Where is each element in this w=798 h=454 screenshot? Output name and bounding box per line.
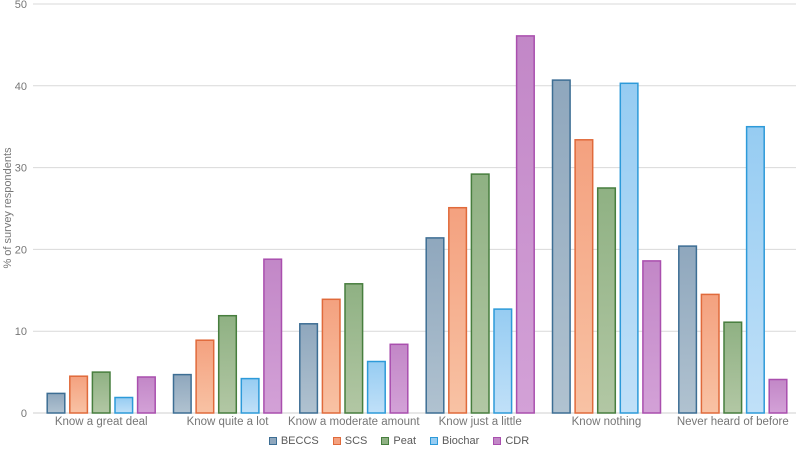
legend-item-peat: Peat <box>381 435 416 447</box>
x-category-label-know-nothing: Know nothing <box>572 416 642 428</box>
gridlines <box>33 3 796 414</box>
bar-biochar-know-quite-a-lot <box>240 377 260 414</box>
bar-cdr-know-a-moderate-amount <box>389 343 409 414</box>
bar-cdr-know-a-great-deal <box>136 376 156 414</box>
bar-scs-never-heard-of-before <box>700 293 720 414</box>
bar-biochar-never-heard-of-before <box>745 125 765 414</box>
bar-biochar-know-just-a-little <box>493 308 513 414</box>
chart-legend: BECCS SCS Peat Biochar CDR <box>0 435 798 447</box>
bar-beccs-know-just-a-little <box>425 237 445 414</box>
x-axis-category-labels: Know a great deal Know quite a lot Know a … <box>55 416 789 428</box>
bar-peat-never-heard-of-before <box>723 321 743 414</box>
legend-item-scs: SCS <box>332 435 368 447</box>
legend-swatch-biochar <box>430 437 439 445</box>
bar-biochar-know-a-great-deal <box>114 396 134 414</box>
bar-peat-know-a-moderate-amount <box>344 283 364 414</box>
y-axis-title: % of survey respondents <box>2 147 14 269</box>
y-tick-label-50: 50 <box>15 0 27 11</box>
legend-swatch-beccs <box>268 437 277 445</box>
bar-peat-know-quite-a-lot <box>217 314 238 414</box>
legend-swatch-peat <box>381 437 390 445</box>
y-tick-label-0: 0 <box>21 408 27 420</box>
x-category-label-know-just-a-little: Know just a little <box>439 416 522 428</box>
bar-peat-know-nothing <box>596 187 617 414</box>
bar-beccs-never-heard-of-before <box>678 245 698 414</box>
bar-peat-know-a-great-deal <box>91 371 111 414</box>
bar-peat-know-just-a-little <box>470 173 490 414</box>
bar-biochar-know-nothing <box>619 82 639 414</box>
bar-cdr-know-quite-a-lot <box>263 258 283 414</box>
bars <box>46 35 788 414</box>
bar-scs-know-a-moderate-amount <box>321 298 341 414</box>
bar-beccs-know-nothing <box>551 79 571 414</box>
legend-item-cdr: CDR <box>493 435 529 447</box>
legend-swatch-scs <box>332 437 341 445</box>
bar-cdr-know-nothing <box>642 260 662 414</box>
bar-beccs-know-quite-a-lot <box>172 373 192 414</box>
bar-scs-know-just-a-little <box>448 206 468 414</box>
legend-item-beccs: BECCS <box>268 435 319 447</box>
y-tick-label-40: 40 <box>15 81 27 93</box>
bar-cdr-never-heard-of-before <box>768 378 788 414</box>
y-tick-label-20: 20 <box>15 244 27 256</box>
bar-scs-know-a-great-deal <box>69 375 89 414</box>
x-category-label-never-heard-of-before: Never heard of before <box>677 416 789 428</box>
legend-label-scs: SCS <box>344 435 368 447</box>
legend-label-beccs: BECCS <box>280 435 319 447</box>
legend-swatch-cdr <box>493 437 502 445</box>
bar-scs-know-nothing <box>574 139 594 414</box>
legend-label-cdr: CDR <box>505 435 530 447</box>
x-category-label-know-quite-a-lot: Know quite a lot <box>187 416 270 428</box>
bar-biochar-know-a-moderate-amount <box>366 360 386 414</box>
x-category-label-know-a-moderate-amount: Know a moderate amount <box>288 416 420 428</box>
y-axis-tick-labels: 0 10 20 30 40 50 <box>15 0 27 420</box>
legend-item-biochar: Biochar <box>430 435 479 447</box>
y-tick-label-30: 30 <box>15 163 27 175</box>
bar-cdr-know-just-a-little <box>515 35 535 414</box>
bar-beccs-know-a-great-deal <box>46 392 66 414</box>
legend-label-peat: Peat <box>393 435 417 447</box>
legend-label-biochar: Biochar <box>442 435 480 447</box>
y-tick-label-10: 10 <box>15 326 27 338</box>
bar-beccs-know-a-moderate-amount <box>299 323 319 414</box>
bar-scs-know-quite-a-lot <box>195 339 215 414</box>
x-category-label-know-a-great-deal: Know a great deal <box>55 416 148 428</box>
